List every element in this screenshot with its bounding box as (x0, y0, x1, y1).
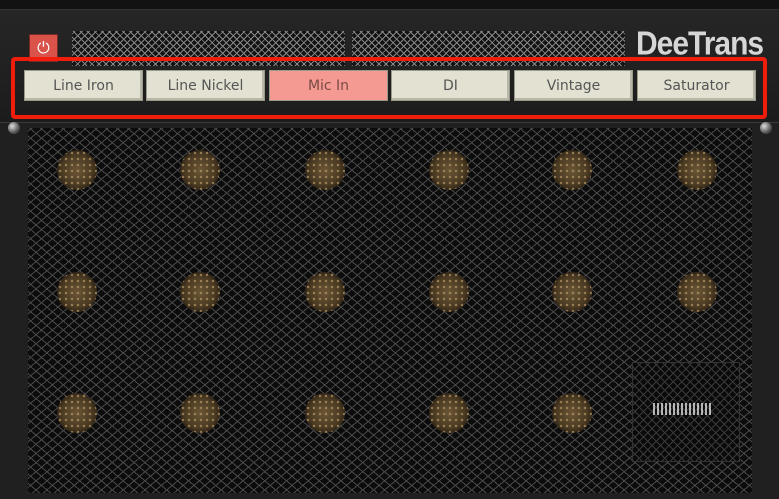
mode-button-mic-in[interactable]: Mic In (269, 70, 388, 101)
screw-icon (760, 122, 772, 134)
display-readout (653, 403, 713, 415)
top-strip (0, 0, 779, 10)
knob[interactable] (57, 272, 97, 312)
mode-button-line-nickel[interactable]: Line Nickel (146, 70, 265, 101)
power-icon: ⏻ (37, 38, 50, 57)
mode-selector-highlight (11, 57, 767, 119)
mode-button-saturator[interactable]: Saturator (637, 70, 756, 101)
knob[interactable] (552, 393, 592, 433)
knob[interactable] (677, 272, 717, 312)
knob[interactable] (552, 272, 592, 312)
knob[interactable] (57, 393, 97, 433)
knob[interactable] (57, 150, 97, 190)
mode-button-line-iron[interactable]: Line Iron (24, 70, 143, 101)
logo: DeeTrans (636, 26, 764, 63)
knob[interactable] (429, 272, 469, 312)
screw-icon (8, 122, 20, 134)
knob[interactable] (305, 393, 345, 433)
knob[interactable] (552, 150, 592, 190)
mode-button-di[interactable]: DI (391, 70, 510, 101)
mesh-cover (28, 128, 752, 493)
mode-button-vintage[interactable]: Vintage (514, 70, 633, 101)
knob[interactable] (677, 150, 717, 190)
display-screen (632, 362, 740, 462)
knob[interactable] (305, 272, 345, 312)
knob[interactable] (429, 393, 469, 433)
knob[interactable] (305, 150, 345, 190)
knob[interactable] (180, 272, 220, 312)
knob[interactable] (180, 393, 220, 433)
knob[interactable] (180, 150, 220, 190)
knob[interactable] (429, 150, 469, 190)
